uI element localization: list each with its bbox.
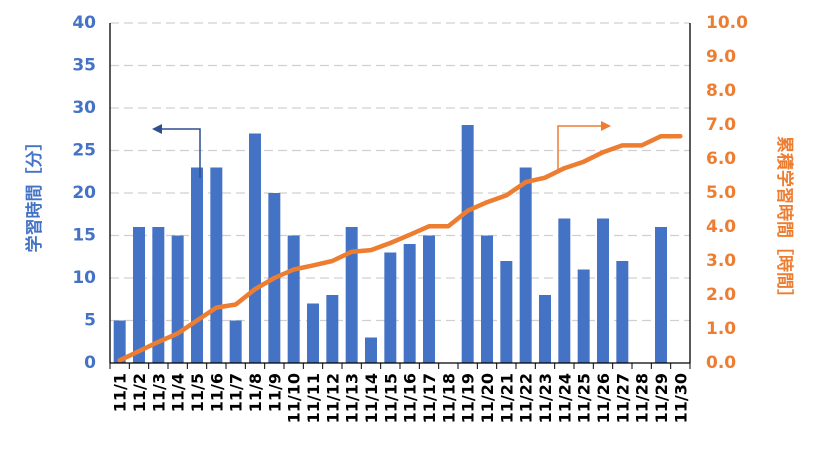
x-tick-label: 11/23 xyxy=(536,373,555,423)
bar-11/6 xyxy=(210,167,223,363)
x-tick-label: 11/5 xyxy=(188,373,207,412)
left-tick-label: 5 xyxy=(84,311,96,331)
bar-11/16 xyxy=(403,244,416,363)
right-tick-label: 8.0 xyxy=(706,81,736,101)
x-tick-label: 11/15 xyxy=(381,373,400,423)
bar-11/20 xyxy=(481,235,493,363)
bar-11/19 xyxy=(461,125,474,363)
right-tick-label: 9.0 xyxy=(706,47,736,67)
left-tick-label: 0 xyxy=(84,353,96,373)
x-tick-label: 11/6 xyxy=(207,373,226,412)
cumulative-line xyxy=(117,133,683,363)
x-tick-label: 11/12 xyxy=(323,373,342,423)
bar-11/13 xyxy=(345,227,358,363)
x-tick-label: 11/1 xyxy=(111,373,130,412)
bar-11/3 xyxy=(152,227,165,363)
x-tick-label: 11/27 xyxy=(613,373,632,423)
right-axis-title: 累積学習時間［時間］ xyxy=(774,136,795,306)
bar-11/24 xyxy=(558,218,571,363)
right-tick-label: 1.0 xyxy=(706,319,736,339)
annotations xyxy=(152,121,611,178)
bar-11/1 xyxy=(113,320,126,363)
bar-11/12 xyxy=(326,295,339,363)
bar-11/14 xyxy=(365,337,377,363)
bar-11/15 xyxy=(384,252,397,363)
bar-11/4 xyxy=(171,235,184,363)
x-tick-label: 11/26 xyxy=(594,373,613,423)
x-axis-ticks: 11/1 11/2 11/3 11/4 11/5 11/6 11/7 11/8 11/9 11/1… xyxy=(111,373,691,423)
cumulative-line-series xyxy=(117,133,683,363)
x-tick-label: 11/28 xyxy=(633,373,652,423)
x-tick-label: 11/20 xyxy=(478,373,497,423)
x-tick-label: 11/18 xyxy=(439,373,458,423)
x-tick-label: 11/29 xyxy=(652,373,671,423)
bar-11/8 xyxy=(249,133,261,363)
bar-11/17 xyxy=(423,235,435,363)
x-tick-label: 11/9 xyxy=(265,373,284,412)
left-tick-label: 10 xyxy=(72,268,96,288)
x-tick-label: 11/25 xyxy=(575,373,594,423)
right-tick-label: 10.0 xyxy=(706,13,748,33)
x-tick-label: 11/17 xyxy=(420,373,439,423)
right-tick-label: 0.0 xyxy=(706,353,736,373)
right-tick-label: 7.0 xyxy=(706,115,736,135)
x-tick-label: 11/30 xyxy=(671,373,690,423)
bar-11/10 xyxy=(287,235,300,363)
x-tick-label: 11/21 xyxy=(497,373,516,423)
x-tick-label: 11/10 xyxy=(285,373,304,423)
bar-11/5 xyxy=(191,167,203,363)
axes xyxy=(109,23,691,369)
left-axis-title: 学習時間［分］ xyxy=(24,134,45,253)
right-tick-label: 4.0 xyxy=(706,217,736,237)
right-tick-label: 6.0 xyxy=(706,149,736,169)
bar-11/29 xyxy=(655,227,667,363)
left-axis-ticks: 0 5 10 15 20 25 30 35 40 xyxy=(72,13,96,373)
x-tick-label: 11/4 xyxy=(169,373,188,412)
x-tick-label: 11/16 xyxy=(401,373,420,423)
bar-11/22 xyxy=(519,167,532,363)
left-axis-arrow xyxy=(152,124,201,178)
right-tick-label: 5.0 xyxy=(706,183,736,203)
gridlines xyxy=(110,22,690,322)
x-tick-label: 11/19 xyxy=(459,373,478,423)
bar-11/25 xyxy=(577,269,590,363)
x-tick-label: 11/3 xyxy=(149,373,168,412)
right-tick-label: 3.0 xyxy=(706,251,736,271)
bar-11/26 xyxy=(597,218,609,363)
x-tick-label: 11/8 xyxy=(246,373,265,412)
left-tick-label: 30 xyxy=(72,98,96,118)
left-tick-label: 40 xyxy=(72,13,96,33)
bar-11/7 xyxy=(229,320,242,363)
x-tick-label: 11/22 xyxy=(517,373,536,423)
bar-11/27 xyxy=(616,261,629,363)
x-tick-label: 11/7 xyxy=(227,373,246,412)
x-tick-label: 11/2 xyxy=(130,373,149,412)
right-axis-arrow xyxy=(557,121,611,173)
right-axis-ticks: 0.0 1.0 2.0 3.0 4.0 5.0 6.0 7.0 8.0 9.0 10.0 xyxy=(706,13,748,373)
left-tick-label: 20 xyxy=(72,183,96,203)
left-tick-label: 25 xyxy=(72,141,96,161)
bar-11/23 xyxy=(539,295,551,363)
bar-11/2 xyxy=(133,227,145,363)
x-tick-label: 11/13 xyxy=(343,373,362,423)
left-tick-label: 15 xyxy=(72,226,96,246)
x-tick-label: 11/14 xyxy=(362,373,381,423)
x-tick-label: 11/24 xyxy=(555,373,574,423)
right-tick-label: 2.0 xyxy=(706,285,736,305)
x-tick-label: 11/11 xyxy=(304,373,323,423)
bar-11/11 xyxy=(307,303,319,363)
left-tick-label: 35 xyxy=(72,56,96,76)
bar-11/21 xyxy=(500,261,513,363)
